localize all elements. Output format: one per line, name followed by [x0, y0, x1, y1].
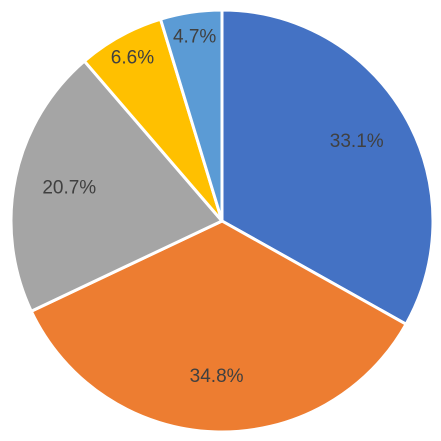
data-label: 4.7% [173, 26, 216, 47]
pie-slice [158, 8, 224, 222]
data-label: 34.8% [190, 366, 244, 387]
pie-slice [220, 8, 435, 327]
data-label: 33.1% [330, 131, 384, 152]
data-label: 6.6% [111, 47, 154, 68]
pie-slice [29, 219, 409, 434]
data-label: 20.7% [42, 178, 96, 199]
pie-slice [9, 58, 225, 314]
